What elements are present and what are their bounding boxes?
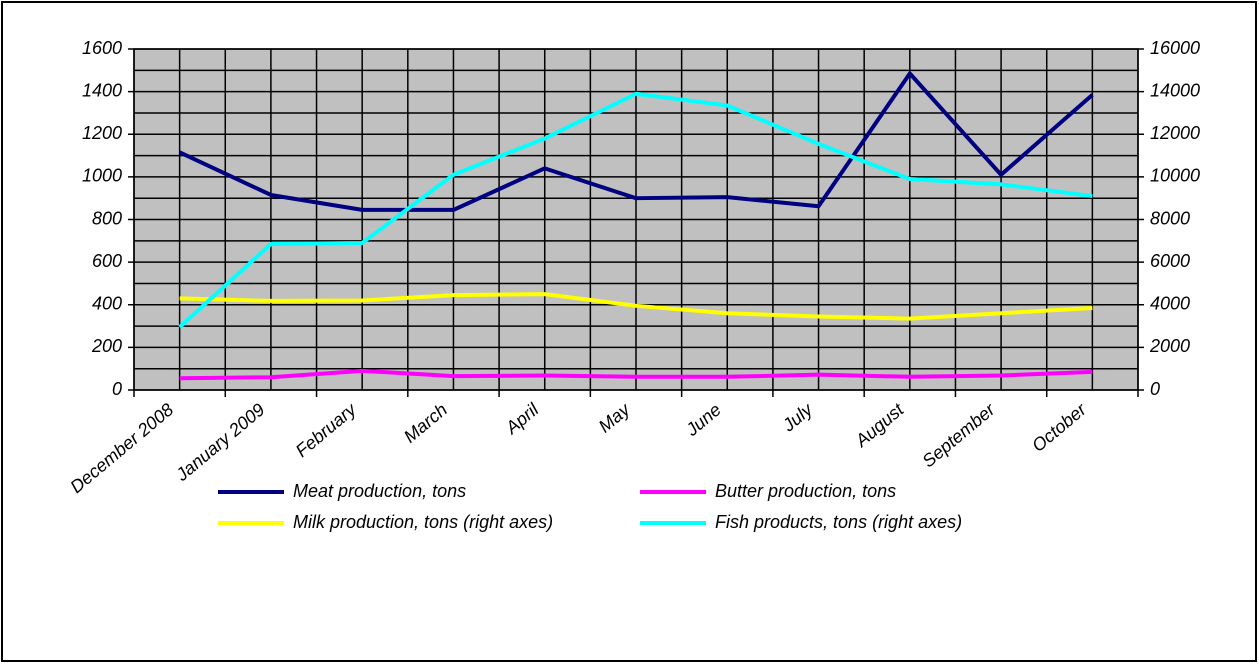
y2-tick-label: 16000	[1150, 38, 1200, 58]
y-tick-label: 400	[92, 294, 122, 314]
y2-tick-label: 0	[1150, 379, 1160, 399]
legend-label: Meat production, tons	[293, 481, 466, 501]
legend-label: Butter production, tons	[715, 481, 896, 501]
series-line	[179, 292, 1093, 321]
y2-tick-label: 4000	[1150, 294, 1190, 314]
y2-tick-label: 2000	[1149, 336, 1190, 356]
y2-tick-label: 12000	[1150, 123, 1200, 143]
y-tick-label: 1400	[82, 80, 122, 100]
y-tick-label: 1200	[82, 123, 122, 143]
y-tick-label: 1600	[82, 38, 122, 58]
series-line	[178, 71, 1094, 212]
series-line	[178, 91, 1093, 329]
plot-border	[133, 48, 1139, 391]
y-tick-label: 600	[92, 251, 122, 271]
y2-tick-label: 14000	[1150, 80, 1200, 100]
y-tick-label: 0	[112, 379, 122, 399]
y2-tick-label: 10000	[1150, 166, 1200, 186]
y-tick-label: 800	[92, 208, 122, 228]
legend-label: Fish products, tons (right axes)	[715, 512, 962, 532]
series-line	[179, 368, 1093, 381]
y2-tick-label: 8000	[1150, 208, 1190, 228]
y-tick-label: 200	[91, 336, 122, 356]
y2-tick-label: 6000	[1150, 251, 1190, 271]
legend-label: Milk production, tons (right axes)	[293, 512, 553, 532]
y-tick-label: 1000	[82, 166, 122, 186]
